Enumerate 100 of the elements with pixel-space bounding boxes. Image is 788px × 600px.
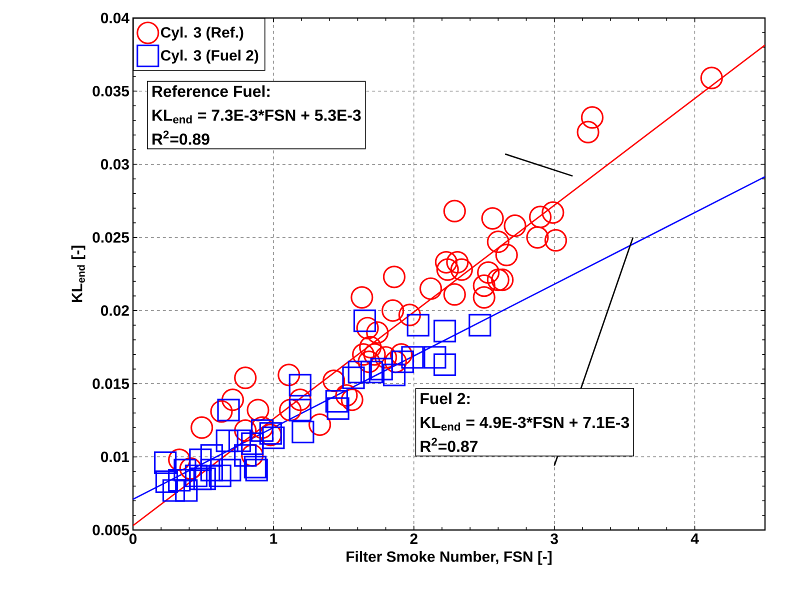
point xyxy=(366,321,389,344)
point xyxy=(353,310,376,332)
point xyxy=(382,364,406,386)
point xyxy=(326,397,350,420)
point xyxy=(217,398,240,422)
point xyxy=(446,250,469,274)
y-tick-label: 0.005 xyxy=(92,524,130,536)
point xyxy=(576,120,600,144)
point xyxy=(358,350,380,374)
point xyxy=(218,458,242,482)
y-axis-title: KL$_{end}$ [-] xyxy=(71,246,86,302)
point xyxy=(504,214,526,238)
point xyxy=(154,451,177,474)
x-tick-label: 3 xyxy=(550,534,558,544)
point xyxy=(433,320,456,342)
legend-label: Cyl. 3 (Fuel 2) xyxy=(160,50,258,64)
point xyxy=(200,444,223,467)
point xyxy=(335,384,358,407)
point xyxy=(350,286,374,309)
point xyxy=(234,366,257,390)
point xyxy=(434,250,458,274)
point xyxy=(390,343,413,366)
point xyxy=(401,346,424,369)
point xyxy=(184,464,208,488)
point xyxy=(433,353,456,376)
point xyxy=(200,458,223,482)
point xyxy=(208,464,232,488)
y-tick-label: 0.03 xyxy=(100,158,129,170)
point xyxy=(278,364,300,386)
point xyxy=(175,479,198,502)
point xyxy=(288,398,312,422)
point xyxy=(228,429,252,452)
point xyxy=(477,261,500,284)
point xyxy=(288,388,312,412)
point xyxy=(443,283,466,306)
y-tick-label: 0.015 xyxy=(92,378,130,389)
point xyxy=(221,388,244,412)
point xyxy=(234,444,257,467)
y-tick-label: 0.01 xyxy=(100,452,130,462)
annotation: KL$_{end}$ = 4.9E-3*FSN + 7.1E-3 xyxy=(420,416,630,431)
point xyxy=(189,448,212,472)
y-tick-label: 0.025 xyxy=(92,232,130,243)
point xyxy=(450,258,473,281)
point xyxy=(472,286,496,309)
point xyxy=(406,314,430,336)
point xyxy=(174,458,196,482)
point xyxy=(472,274,496,297)
point xyxy=(162,479,186,502)
point xyxy=(700,66,723,90)
annotation: KL$_{end}$ = 7.3E-3*FSN + 5.3E-3 xyxy=(152,110,361,124)
point xyxy=(370,358,393,380)
point xyxy=(155,470,178,494)
point xyxy=(241,432,264,455)
x-tick-label: 2 xyxy=(410,534,418,544)
point xyxy=(419,277,442,300)
point xyxy=(580,106,604,129)
point xyxy=(495,244,518,266)
point xyxy=(526,226,549,249)
point xyxy=(359,336,382,358)
point xyxy=(468,314,492,336)
point xyxy=(356,316,379,340)
point xyxy=(292,420,314,444)
point xyxy=(486,230,510,254)
point xyxy=(234,419,257,442)
point xyxy=(542,201,564,224)
point xyxy=(308,413,332,436)
point xyxy=(360,360,384,384)
legend-label: Cyl. 3 (Ref.) xyxy=(160,26,244,41)
annotation: Reference Fuel: xyxy=(152,85,270,97)
point xyxy=(288,374,312,396)
point xyxy=(544,229,568,252)
point xyxy=(342,366,365,390)
x-tick-label: 1 xyxy=(270,534,278,544)
x-axis-title: Filter Smoke Number, FSN [-] xyxy=(346,550,552,565)
point xyxy=(528,206,552,228)
point xyxy=(491,268,514,292)
point xyxy=(436,258,459,281)
y-tick-label: 0.04 xyxy=(100,12,130,24)
annotation: R$^{2}$=0.87 xyxy=(420,438,478,452)
y-tick-label: 0.02 xyxy=(100,305,129,316)
x-tick-label: 0 xyxy=(129,534,137,544)
point xyxy=(246,398,270,422)
point xyxy=(190,416,214,439)
point xyxy=(486,268,510,292)
point xyxy=(398,304,421,326)
point xyxy=(348,360,370,384)
point xyxy=(216,429,238,452)
point xyxy=(382,266,406,288)
point xyxy=(391,350,414,374)
point xyxy=(279,398,302,422)
point xyxy=(424,346,446,369)
point xyxy=(382,299,404,322)
point xyxy=(443,200,466,222)
x-tick-label: 4 xyxy=(690,534,699,544)
annotation: R$^{2}$=0.89 xyxy=(152,130,210,145)
point xyxy=(352,343,375,366)
point xyxy=(325,390,348,413)
annotation: Fuel 2: xyxy=(420,392,470,404)
point xyxy=(481,207,504,230)
y-tick-label: 0.035 xyxy=(92,86,130,96)
